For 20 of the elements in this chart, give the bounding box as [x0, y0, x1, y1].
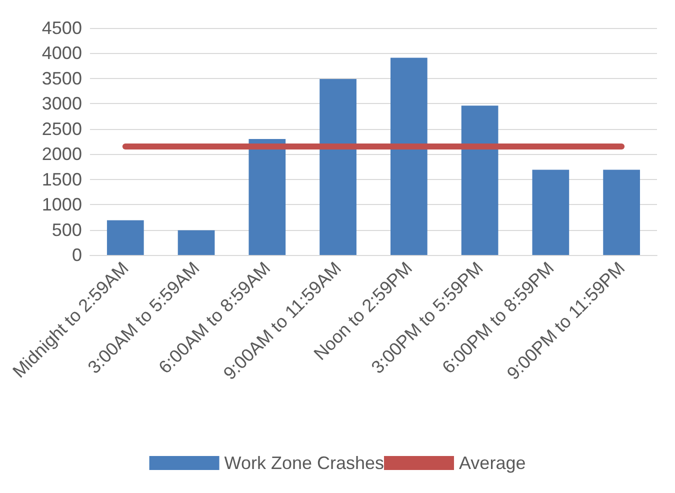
- bar: [390, 58, 428, 255]
- legend-label: Work Zone Crashes: [224, 453, 384, 473]
- y-tick-label: 3000: [42, 94, 82, 114]
- y-tick-label: 2500: [42, 118, 82, 139]
- y-tick-label: 1000: [42, 194, 82, 215]
- y-tick-label: 1500: [42, 169, 82, 190]
- bar: [532, 170, 570, 255]
- y-tick-label: 500: [52, 220, 82, 240]
- y-tick-label: 0: [72, 245, 82, 265]
- bar: [248, 138, 286, 255]
- y-tick-label: 4000: [42, 43, 82, 64]
- y-tick-label: 3500: [42, 68, 82, 88]
- bar: [320, 78, 356, 255]
- bar: [603, 170, 640, 255]
- bar: [178, 230, 215, 255]
- y-tick-label: 2000: [42, 144, 82, 164]
- bar: [106, 220, 144, 255]
- legend-label: Average: [459, 453, 526, 473]
- bar: [461, 106, 498, 255]
- y-tick-label: 4500: [42, 18, 82, 38]
